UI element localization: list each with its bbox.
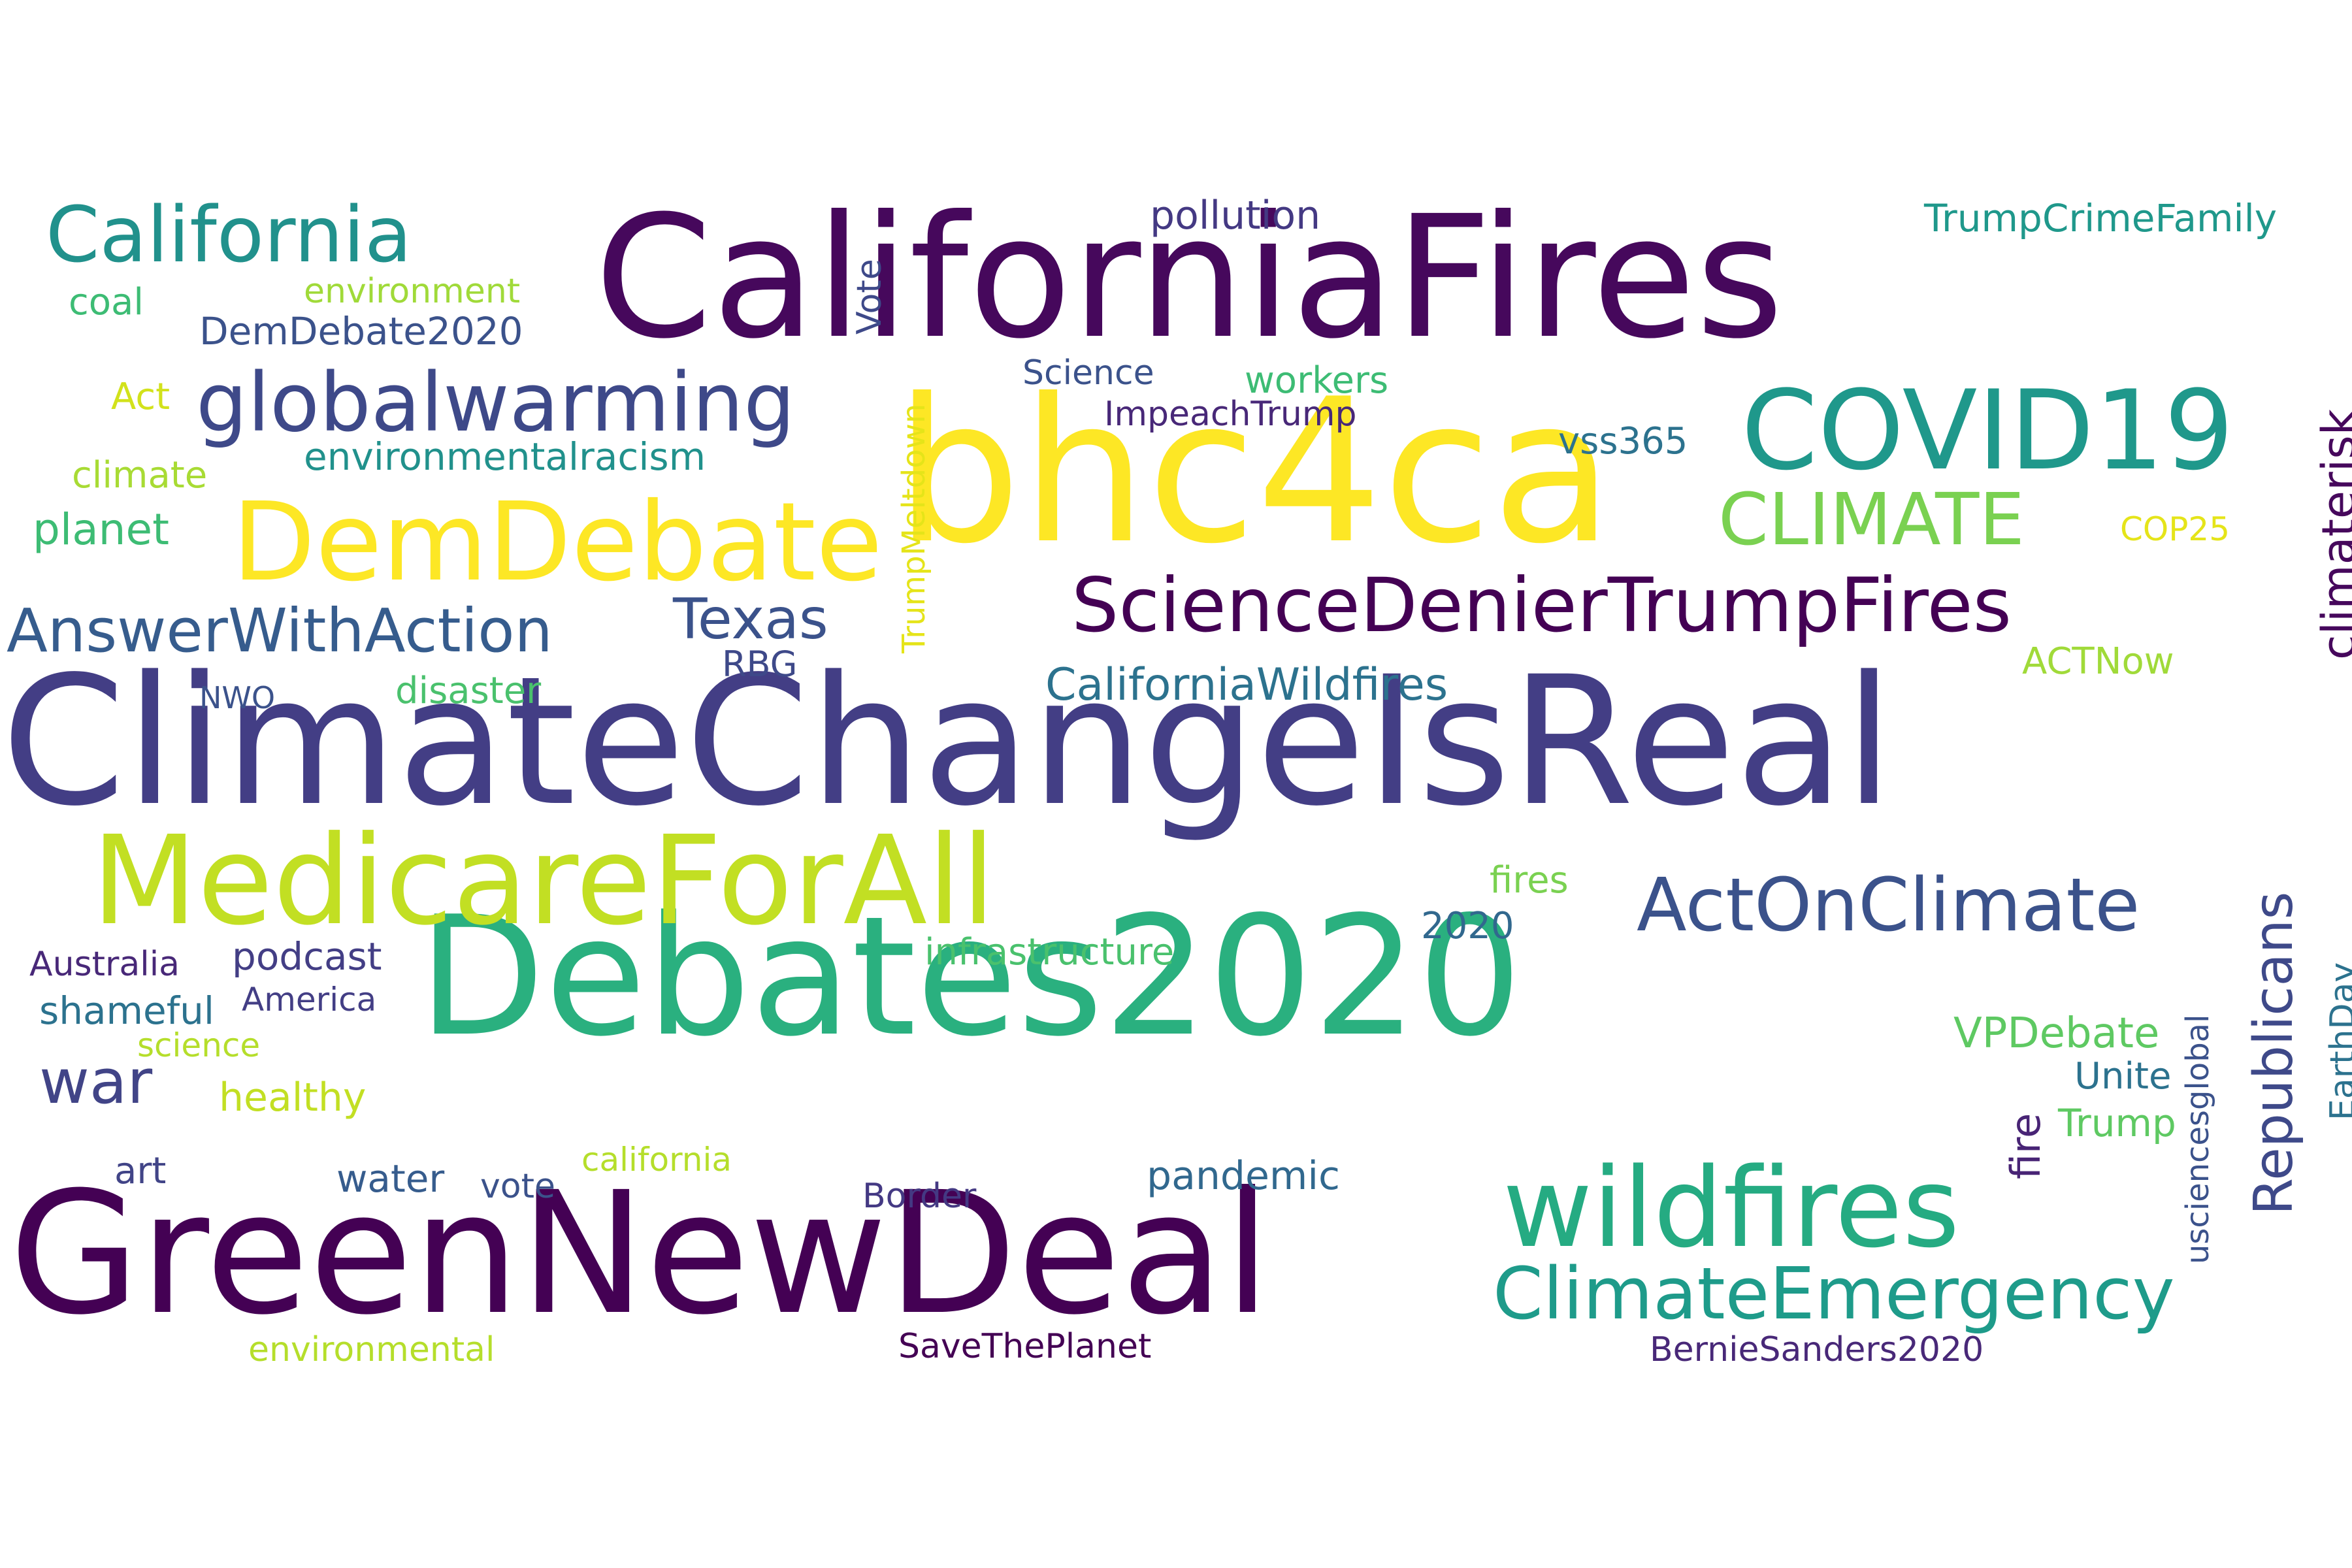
word-green-new-deal: GreenNewDeal [9,1156,1271,1352]
word-fires: fires [1490,859,1569,902]
word-bernie-sanders2020: BernieSanders2020 [1650,1330,1984,1369]
word-bhc4ca: bhc4ca [895,356,1614,587]
word-california: california [581,1141,732,1179]
word-shameful: shameful [39,988,214,1033]
word-science: science [137,1026,261,1064]
word-texas: Texas [673,587,828,652]
word-america: America [242,981,377,1019]
word-california-fires: CaliforniaFires [595,180,1784,376]
word-act: Act [111,376,171,418]
word-pandemic: pandemic [1147,1153,1340,1199]
word-science: Science [1022,353,1154,393]
word-climate: CLIMATE [1718,478,2025,561]
word-rbg: RBG [722,644,798,685]
word-art: art [114,1150,167,1192]
word-disaster: disaster [395,670,542,712]
word-covid19: COVID19 [1741,367,2234,495]
word-trump-meltdown: TrumpMeltdown [896,403,932,653]
word-coal: coal [69,281,144,323]
word-trump: Trump [2058,1101,2176,1145]
word-nwo: NWO [199,680,276,715]
word-dem-debate: DemDebate [232,480,883,606]
word-wildfires: wildfires [1503,1144,1960,1272]
word-save-the-planet: SaveThePlanet [898,1327,1152,1366]
word-vss365: vss365 [1558,420,1688,463]
word-science-denier-trump-fires: ScienceDenierTrumpFires [1071,562,2012,649]
word-cop25: COP25 [2120,510,2230,548]
word-environmentalracism: environmentalracism [304,434,706,479]
word-water: water [336,1156,445,1201]
word-unite: Unite [2074,1055,2172,1098]
word-debates2020: Debates2020 [418,881,1522,1073]
word-climate-change-is-real: ClimateChangeIsReal [1,639,1894,845]
word-healthy: healthy [219,1075,367,1120]
word-act-on-climate: ActOnClimate [1637,863,2140,948]
word-infrastructure: infrastructure [924,931,1175,973]
word-globalwarming: globalwarming [196,356,795,450]
word-trump-crime-family: TrumpCrimeFamily [1924,196,2278,240]
word-workers: workers [1245,359,1389,402]
word-vote: vote [480,1167,555,1206]
word-answer-with-action: AnswerWithAction [7,596,553,666]
word-environmental: environmental [248,1330,495,1369]
word-podcast: podcast [232,934,382,979]
word-actnow: ACTNow [2022,640,2174,683]
word-vpdebate: VPDebate [1953,1009,2160,1058]
word-vote: Vote [850,259,889,335]
word-california-wildfires: CaliforniaWildfires [1045,659,1448,711]
word-environment: environment [304,272,521,311]
word-republicans: Republicans [2243,891,2305,1215]
word-usciencesglobal: usciencesglobal [2180,1014,2216,1264]
word-earth-day: EarthDay [2323,962,2352,1120]
word-california: California [46,189,412,280]
word-medicare-for-all: MedicareForAll [91,809,996,953]
word-war: war [39,1047,153,1118]
word-planet: planet [33,504,169,555]
word-fire: fire [2002,1113,2050,1179]
word-border: Border [862,1177,977,1216]
word-impeach-trump: ImpeachTrump [1104,395,1357,434]
word-dem-debate2020: DemDebate2020 [199,309,523,353]
word-australia: Australia [29,945,180,984]
word-climaterisk: climaterisk [2312,408,2352,660]
word-2020: 2020 [1421,905,1514,947]
word-climate: climate [72,454,208,497]
word-pollution: pollution [1150,193,1321,238]
word-climate-emergency: ClimateEmergency [1493,1252,2175,1335]
